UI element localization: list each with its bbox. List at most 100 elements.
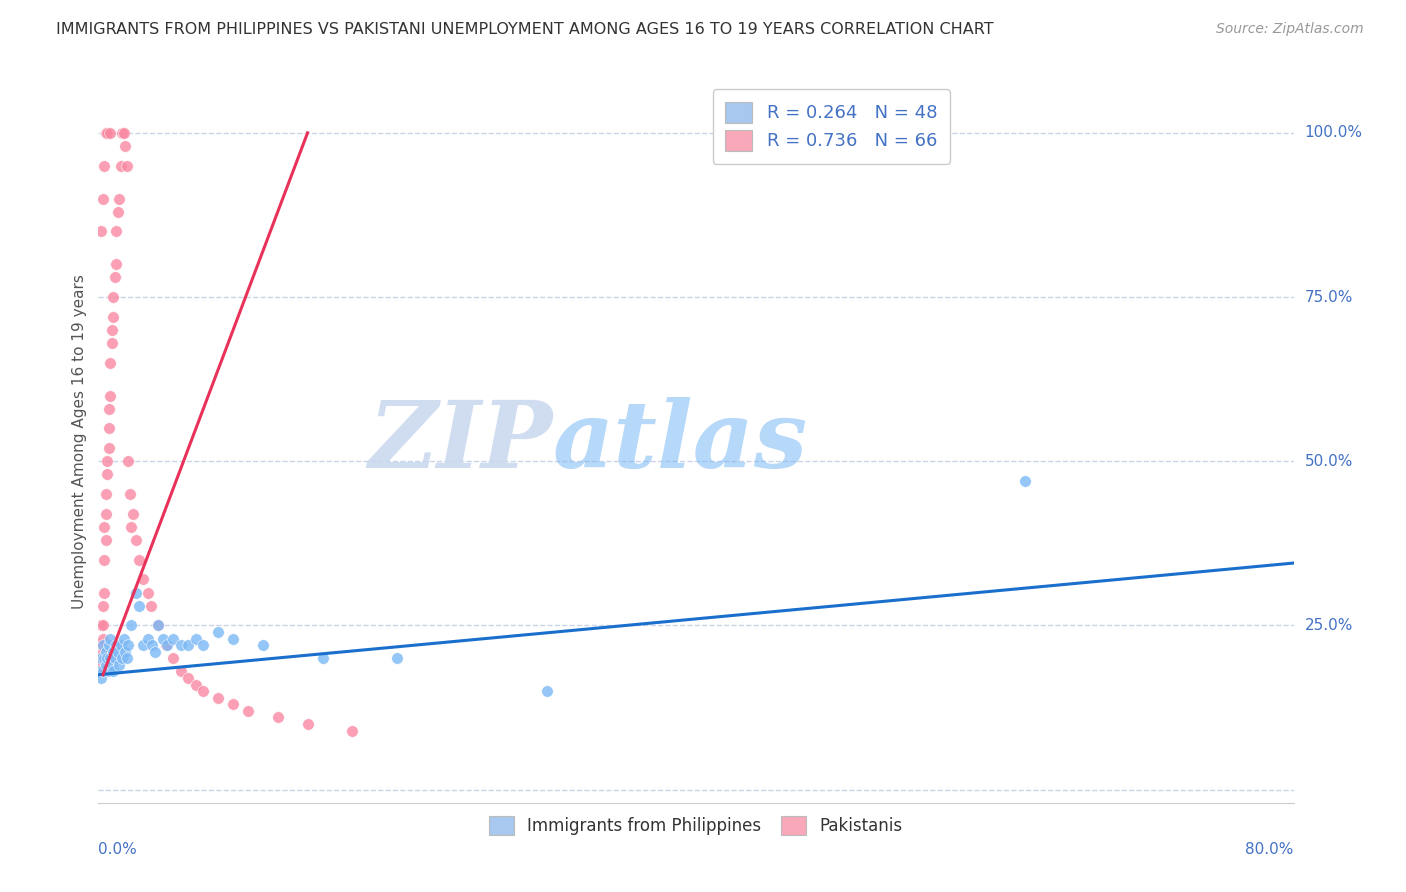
Point <box>136 632 159 646</box>
Point <box>222 698 245 712</box>
Text: IMMIGRANTS FROM PHILIPPINES VS PAKISTANI UNEMPLOYMENT AMONG AGES 16 TO 19 YEARS : IMMIGRANTS FROM PHILIPPINES VS PAKISTANI… <box>56 22 994 37</box>
Text: ZIP: ZIP <box>368 397 553 486</box>
Point <box>96 126 118 140</box>
Point <box>117 454 139 468</box>
Point <box>90 638 112 652</box>
Point <box>207 625 229 640</box>
Point <box>93 553 115 567</box>
Point <box>112 126 135 140</box>
Point <box>252 638 274 652</box>
Point <box>89 665 111 679</box>
Point <box>97 401 120 416</box>
Point <box>111 126 134 140</box>
Point <box>94 645 117 659</box>
Text: 75.0%: 75.0% <box>1305 290 1353 304</box>
Text: Source: ZipAtlas.com: Source: ZipAtlas.com <box>1216 22 1364 37</box>
Point <box>136 585 159 599</box>
Point <box>236 704 259 718</box>
Text: 0.0%: 0.0% <box>98 842 138 856</box>
Point <box>98 632 122 646</box>
Point <box>94 657 117 672</box>
Text: 100.0%: 100.0% <box>1305 126 1362 140</box>
Point <box>91 665 114 679</box>
Point <box>342 723 364 738</box>
Point <box>177 671 200 685</box>
Point <box>162 651 184 665</box>
Point <box>311 651 333 665</box>
Point <box>104 270 127 285</box>
Point <box>93 159 115 173</box>
Point <box>103 290 125 304</box>
Point <box>94 533 117 547</box>
Point <box>89 638 111 652</box>
Point <box>96 467 118 482</box>
Point <box>98 388 122 402</box>
Point <box>156 638 179 652</box>
Point <box>207 690 229 705</box>
Point <box>191 638 214 652</box>
Point <box>93 651 115 665</box>
Point <box>112 632 135 646</box>
Point <box>125 533 148 547</box>
Point <box>132 638 155 652</box>
Point <box>114 139 136 153</box>
Text: 80.0%: 80.0% <box>1246 842 1294 856</box>
Point <box>96 454 118 468</box>
Point <box>104 651 127 665</box>
Point <box>98 651 122 665</box>
Point <box>128 599 150 613</box>
Point <box>98 126 122 140</box>
Text: atlas: atlas <box>553 397 808 486</box>
Point <box>114 645 136 659</box>
Point <box>148 618 170 632</box>
Point <box>97 665 120 679</box>
Point <box>297 717 319 731</box>
Point <box>184 632 207 646</box>
Point <box>89 651 111 665</box>
Point <box>148 618 170 632</box>
Point <box>90 671 112 685</box>
Point <box>115 159 138 173</box>
Point <box>117 638 139 652</box>
Point <box>91 638 114 652</box>
Point <box>91 632 114 646</box>
Point <box>103 645 125 659</box>
Point <box>101 336 124 351</box>
Point <box>155 638 177 652</box>
Point <box>111 651 134 665</box>
Point <box>177 638 200 652</box>
Point <box>93 520 115 534</box>
Point <box>97 441 120 455</box>
Point <box>169 665 191 679</box>
Text: 25.0%: 25.0% <box>1305 618 1353 633</box>
Point <box>101 657 124 672</box>
Point <box>222 632 245 646</box>
Point <box>105 224 128 238</box>
Point <box>110 638 132 652</box>
Point <box>101 323 124 337</box>
Point <box>141 638 163 652</box>
Point <box>107 645 129 659</box>
Point <box>97 421 120 435</box>
Point <box>128 553 150 567</box>
Point <box>385 651 409 665</box>
Point <box>91 599 114 613</box>
Point <box>191 684 214 698</box>
Point <box>115 651 138 665</box>
Text: 50.0%: 50.0% <box>1305 454 1353 468</box>
Point <box>103 665 125 679</box>
Point <box>169 638 191 652</box>
Y-axis label: Unemployment Among Ages 16 to 19 years: Unemployment Among Ages 16 to 19 years <box>72 274 87 609</box>
Point <box>94 487 117 501</box>
Point <box>94 507 117 521</box>
Point <box>125 585 148 599</box>
Point <box>93 585 115 599</box>
Point <box>89 665 111 679</box>
Point <box>94 126 117 140</box>
Point <box>536 684 558 698</box>
Point <box>90 651 112 665</box>
Point <box>103 310 125 324</box>
Legend: Immigrants from Philippines, Pakistanis: Immigrants from Philippines, Pakistanis <box>479 805 912 845</box>
Point <box>184 677 207 691</box>
Point <box>105 638 128 652</box>
